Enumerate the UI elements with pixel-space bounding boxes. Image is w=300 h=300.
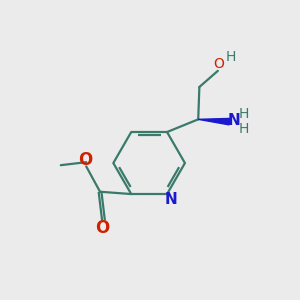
- Text: N: N: [228, 113, 241, 128]
- Text: H: H: [239, 107, 249, 121]
- Text: N: N: [165, 192, 178, 207]
- Text: O: O: [95, 219, 109, 237]
- Text: O: O: [78, 151, 92, 169]
- Text: O: O: [213, 57, 224, 71]
- Text: H: H: [225, 50, 236, 64]
- Polygon shape: [198, 118, 230, 125]
- Text: H: H: [239, 122, 249, 136]
